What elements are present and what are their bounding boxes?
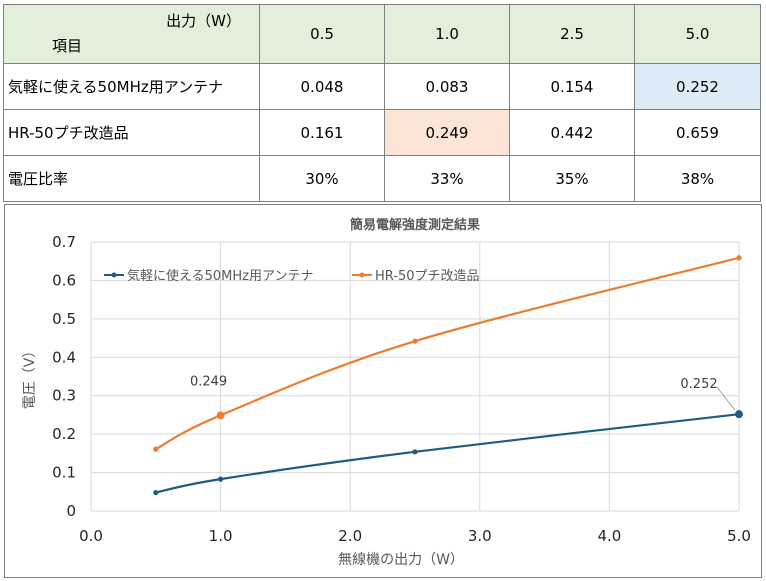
row-label: HR-50プチ改造品 xyxy=(3,109,260,156)
series-line xyxy=(155,256,740,451)
legend-marker xyxy=(359,272,365,278)
column-header: 2.5 xyxy=(509,4,635,64)
table-cell: 0.048 xyxy=(259,63,385,110)
series-line xyxy=(155,413,740,494)
table-cell: 0.442 xyxy=(509,109,635,156)
x-axis-label: 無線機の出力（W） xyxy=(338,552,464,568)
legend-label: 気軽に使える50MHz用アンテナ xyxy=(127,268,313,284)
line-chart: 簡易電解強度測定結果 0 0.1 0.2 0.3 0.4 0.5 0.6 0.7 0.0 1.0 2.… xyxy=(22,217,751,568)
x-tick-label: 2.0 xyxy=(338,527,362,545)
output-header-label: 出力（W） xyxy=(166,12,241,30)
y-tick-label: 0.2 xyxy=(52,425,76,443)
y-tick-label: 0.4 xyxy=(52,348,76,366)
column-header: 5.0 xyxy=(634,4,761,64)
table-cell-highlighted: 0.249 xyxy=(384,109,510,156)
data-label: 0.252 xyxy=(680,377,717,392)
table-cell: 0.659 xyxy=(634,109,761,156)
table-row: HR-50プチ改造品 0.161 0.249 0.442 0.659 xyxy=(3,109,761,156)
x-tick-label: 4.0 xyxy=(597,527,621,545)
table-cell: 38% xyxy=(634,155,761,202)
y-tick-label: 0 xyxy=(66,502,76,520)
data-label: 0.249 xyxy=(190,374,227,389)
highlighted-point xyxy=(216,411,225,420)
x-tick-label: 3.0 xyxy=(468,527,492,545)
highlighted-point xyxy=(735,410,743,419)
data-point xyxy=(736,255,742,261)
table-cell: 35% xyxy=(509,155,635,202)
table-cell: 30% xyxy=(259,155,385,202)
y-tick-label: 0.7 xyxy=(52,233,76,251)
row-label: 電圧比率 xyxy=(3,155,260,202)
data-point xyxy=(153,489,159,496)
data-table: 出力（W） 項目 0.5 1.0 2.5 5.0 気軽に使える50MHz用アンテ… xyxy=(3,4,761,202)
table-header-row: 出力（W） 項目 0.5 1.0 2.5 5.0 xyxy=(3,4,761,64)
item-header-label: 項目 xyxy=(52,37,83,55)
data-point xyxy=(412,338,418,344)
y-tick-label: 0.6 xyxy=(52,271,76,289)
legend-label: HR-50プチ改造品 xyxy=(375,269,480,284)
y-axis-label: 電圧（V） xyxy=(22,344,38,410)
table-cell: 0.161 xyxy=(259,109,385,156)
row-label: 気軽に使える50MHz用アンテナ xyxy=(3,63,260,110)
column-header: 0.5 xyxy=(259,4,385,64)
data-point xyxy=(218,476,224,482)
data-point xyxy=(412,449,418,455)
annotation-leader xyxy=(716,386,736,411)
table-cell: 0.083 xyxy=(384,63,510,110)
chart-frame xyxy=(4,204,762,578)
y-tick-label: 0.5 xyxy=(52,310,76,328)
x-tick-label: 0.0 xyxy=(79,527,103,545)
header-corner-cell: 出力（W） 項目 xyxy=(3,4,260,64)
x-tick-label: 5.0 xyxy=(727,527,751,545)
table-row: 気軽に使える50MHz用アンテナ 0.048 0.083 0.154 0.252 xyxy=(3,63,761,110)
table-cell: 33% xyxy=(384,155,510,202)
y-tick-label: 0.3 xyxy=(52,387,76,405)
chart-title: 簡易電解強度測定結果 xyxy=(349,217,480,233)
table-cell-highlighted: 0.252 xyxy=(634,63,761,110)
y-tick-label: 0.1 xyxy=(52,464,76,482)
legend-marker xyxy=(111,272,117,278)
table-row: 電圧比率 30% 33% 35% 38% xyxy=(3,155,761,202)
x-tick-label: 1.0 xyxy=(209,527,233,545)
table-cell: 0.154 xyxy=(509,63,635,110)
column-header: 1.0 xyxy=(384,4,510,64)
data-point xyxy=(153,446,159,452)
